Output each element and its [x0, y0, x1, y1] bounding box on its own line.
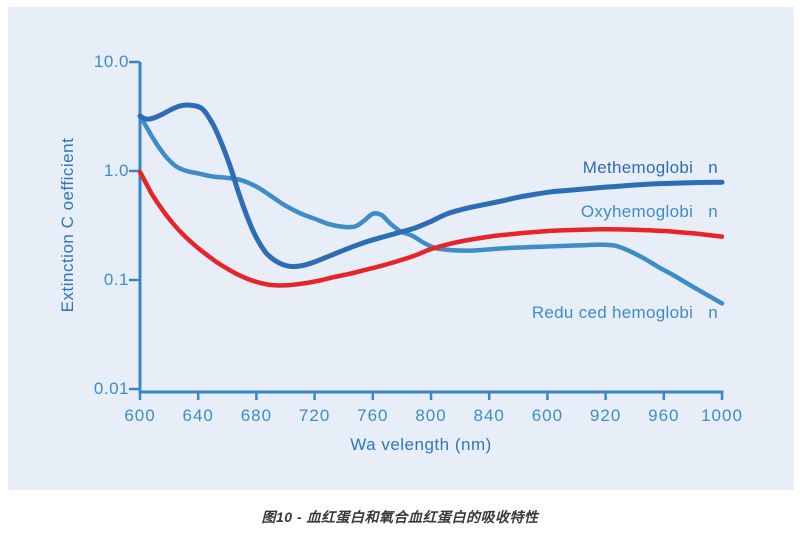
y-tick-label: 0.1 [103, 270, 129, 289]
reduced-hemoglobin-label: Redu ced hemoglobi n [531, 303, 718, 322]
methemoglobin-curve [137, 102, 725, 270]
figure-caption: 图10 - 血红蛋白和氧合血红蛋白的吸收特性 [261, 509, 539, 525]
y-axis-title: Extinction C oefficient [58, 137, 77, 313]
x-tick-label: 720 [298, 406, 331, 425]
oxyhemoglobin-label: Oxyhemoglobi n [580, 202, 718, 221]
x-tick-label: 960 [648, 406, 680, 425]
x-tick-label: 600 [124, 406, 156, 425]
methemoglobin-label: Methemoglobi n [582, 158, 718, 177]
y-tick-label: 0.01 [93, 379, 129, 398]
x-tick-label: 680 [240, 406, 273, 425]
y-tick-label: 10.0 [93, 52, 129, 71]
x-tick-label: 640 [182, 406, 214, 425]
oxyhemoglobin-curve [137, 169, 725, 288]
y-tick-label: 1.0 [103, 161, 129, 180]
x-tick-label: 840 [473, 406, 505, 425]
x-tick-label: 920 [589, 406, 622, 425]
x-tick-label: 800 [415, 406, 447, 425]
x-tick-label: 760 [357, 406, 389, 425]
x-tick-label: 600 [531, 406, 564, 425]
x-tick-label: 1000 [701, 406, 743, 425]
x-axis-title: Wa velength (nm) [350, 435, 492, 454]
reduced-hemoglobin-curve [137, 113, 725, 306]
